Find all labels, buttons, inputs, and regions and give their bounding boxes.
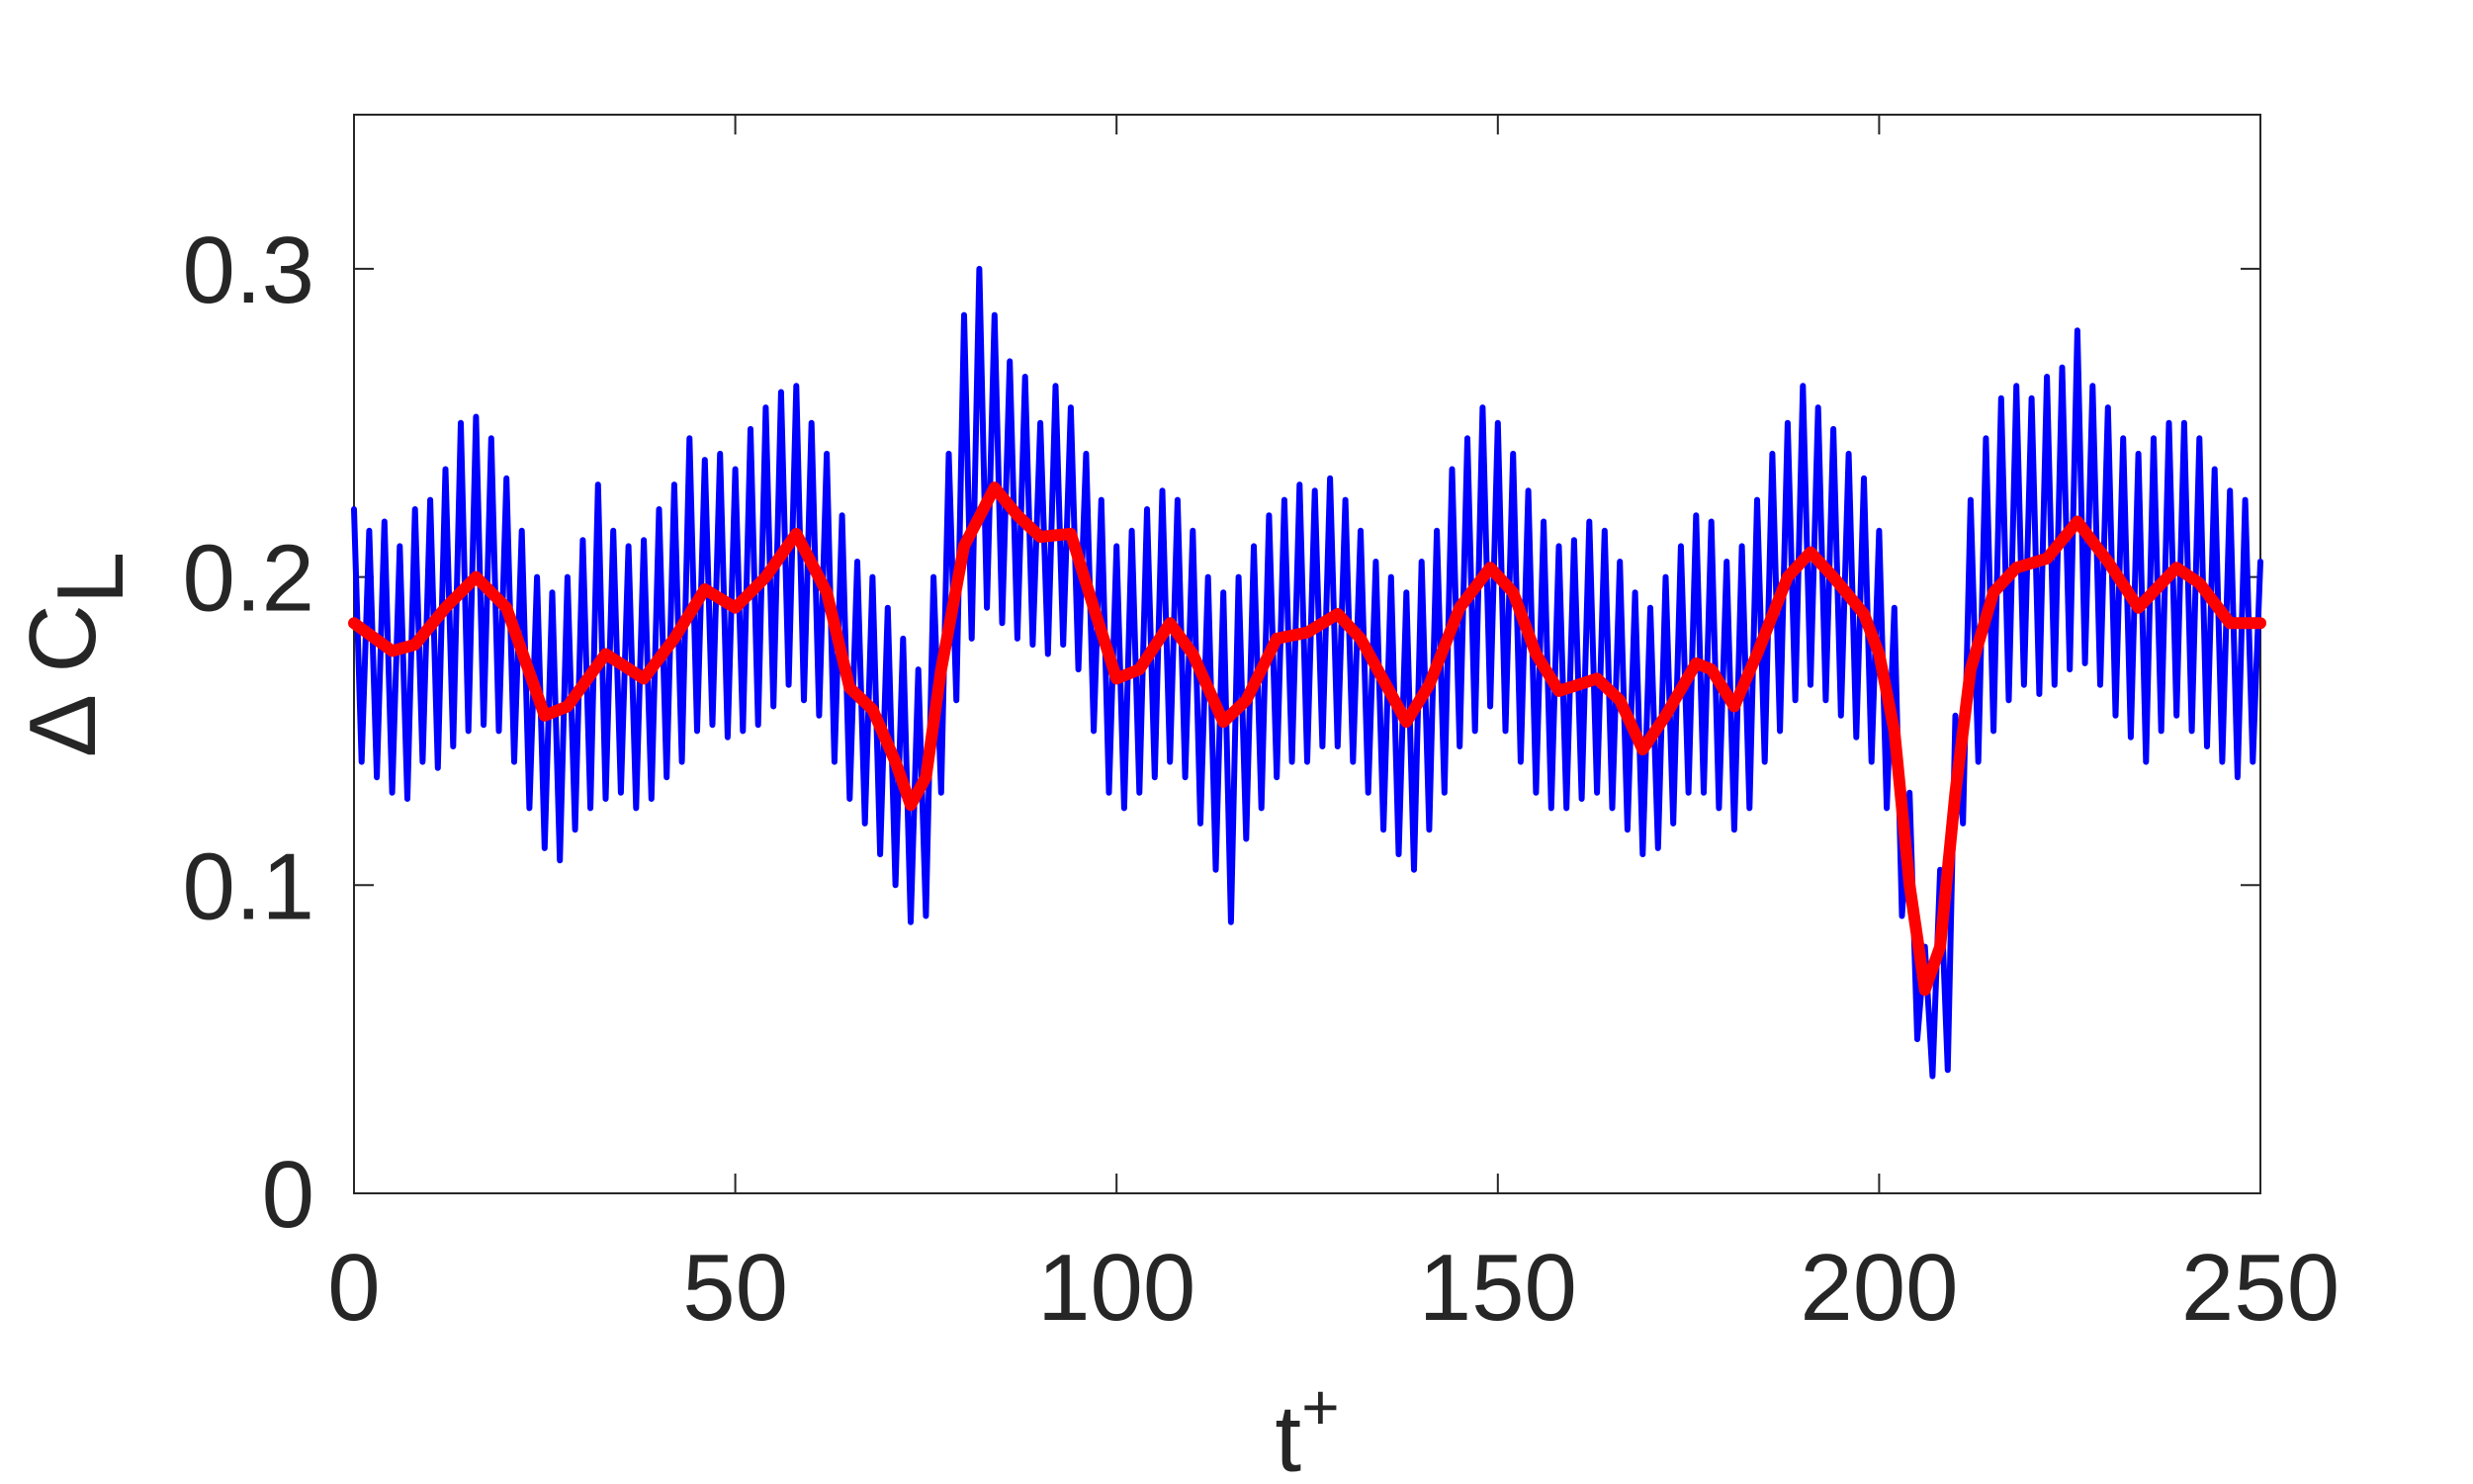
x-tick-label: 0	[327, 1235, 380, 1341]
x-label-text: t	[1275, 1386, 1301, 1484]
y-tick-label: 0.2	[183, 526, 314, 632]
x-label-sup: +	[1301, 1370, 1340, 1443]
x-axis-label: t+	[1275, 1370, 1339, 1484]
y-label-text: Δ C	[10, 604, 116, 757]
y-tick-label: 0.3	[183, 218, 314, 323]
series-line	[348, 481, 2266, 997]
x-tick-label: 150	[1419, 1235, 1577, 1341]
x-tick-label: 250	[2181, 1235, 2340, 1341]
x-tick-label: 50	[682, 1235, 788, 1341]
y-axis-label: Δ CL	[10, 552, 143, 757]
y-tick-label: 0.1	[183, 833, 314, 939]
x-tick-label: 200	[1800, 1235, 1958, 1341]
y-label-sub: L	[38, 552, 143, 604]
y-tick-label: 0	[262, 1142, 314, 1248]
x-tick-label: 100	[1037, 1235, 1195, 1341]
